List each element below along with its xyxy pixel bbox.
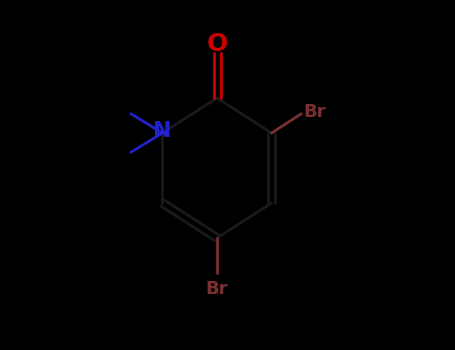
Text: O: O bbox=[207, 32, 228, 56]
Text: Br: Br bbox=[206, 280, 228, 298]
Text: N: N bbox=[153, 121, 172, 141]
Text: Br: Br bbox=[303, 103, 326, 121]
